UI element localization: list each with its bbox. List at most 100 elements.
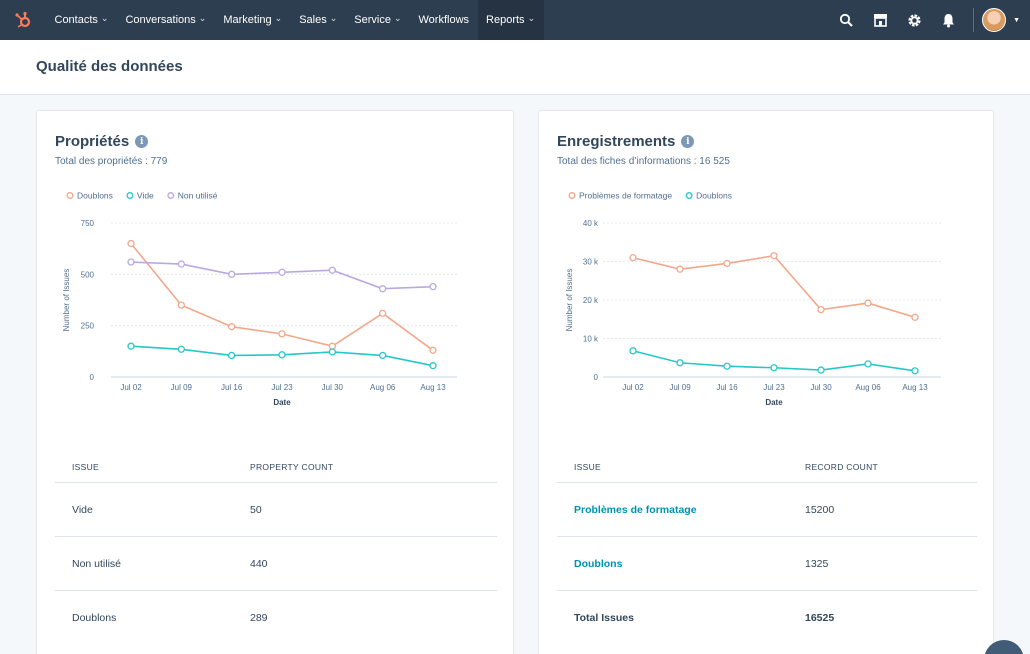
nav-item-service[interactable]: Service ⌄ bbox=[346, 0, 410, 40]
data-point[interactable] bbox=[817, 305, 825, 314]
settings-icon[interactable] bbox=[897, 0, 931, 40]
y-tick-label: 30 k bbox=[583, 258, 599, 267]
data-point[interactable] bbox=[379, 285, 387, 293]
table-row: Vide 50 bbox=[55, 482, 497, 536]
legend-item[interactable]: Non utilisé bbox=[167, 191, 218, 201]
nav-item-contacts[interactable]: Contacts ⌄ bbox=[46, 0, 117, 40]
data-point[interactable] bbox=[177, 260, 185, 268]
data-point[interactable] bbox=[770, 252, 778, 260]
user-avatar[interactable] bbox=[982, 8, 1007, 32]
issue-count: 50 bbox=[250, 503, 262, 516]
issue-link[interactable]: Doublons bbox=[574, 557, 623, 570]
page-title: Qualité des données bbox=[36, 58, 183, 75]
chevron-down-icon: ⌄ bbox=[393, 12, 402, 23]
data-point[interactable] bbox=[911, 367, 919, 375]
nav-item-label: Marketing bbox=[223, 14, 272, 26]
data-point[interactable] bbox=[127, 239, 135, 248]
nav-item-sales[interactable]: Sales ⌄ bbox=[291, 0, 346, 40]
nav-item-label: Service bbox=[354, 14, 391, 26]
data-point[interactable] bbox=[127, 258, 135, 266]
data-point[interactable] bbox=[429, 346, 437, 354]
data-point[interactable] bbox=[629, 254, 637, 262]
info-icon[interactable]: i bbox=[681, 135, 695, 148]
help-chat-button[interactable] bbox=[984, 640, 1024, 654]
nav-item-label: Workflows bbox=[418, 14, 470, 26]
chevron-down-icon[interactable]: ▼ bbox=[1013, 16, 1020, 24]
data-point[interactable] bbox=[328, 348, 336, 356]
properties-table: ISSUE PROPERTY COUNT Vide 50 Non utilisé 440 D… bbox=[55, 451, 497, 644]
card-title: Enregistrements i bbox=[557, 133, 695, 150]
data-point[interactable] bbox=[723, 259, 731, 268]
issue-name: Doublons bbox=[72, 611, 117, 624]
legend-label: Doublons bbox=[696, 191, 732, 201]
data-point[interactable] bbox=[864, 299, 872, 307]
y-tick-label: 250 bbox=[81, 322, 95, 331]
data-point[interactable] bbox=[278, 330, 286, 338]
info-icon[interactable]: i bbox=[135, 135, 149, 148]
page-header: Qualité des données bbox=[0, 40, 1030, 95]
data-point[interactable] bbox=[723, 362, 731, 370]
issue-link[interactable]: Problèmes de formatage bbox=[574, 503, 697, 516]
legend-item[interactable]: Doublons bbox=[66, 191, 113, 201]
column-header[interactable]: ISSUE bbox=[574, 461, 602, 472]
legend-marker bbox=[685, 192, 693, 199]
issue-count: 15200 bbox=[805, 503, 835, 516]
marketplace-icon[interactable] bbox=[863, 0, 897, 40]
data-point[interactable] bbox=[328, 266, 336, 274]
data-point[interactable] bbox=[379, 351, 387, 360]
nav-item-conversations[interactable]: Conversations ⌄ bbox=[117, 0, 215, 40]
chevron-down-icon: ⌄ bbox=[100, 12, 109, 23]
data-point[interactable] bbox=[817, 366, 825, 374]
legend-item[interactable]: Problèmes de formatage bbox=[568, 191, 672, 201]
data-point[interactable] bbox=[177, 301, 185, 309]
data-point[interactable] bbox=[177, 345, 185, 353]
data-point[interactable] bbox=[911, 313, 919, 321]
nav-divider bbox=[973, 8, 975, 32]
table-row: Problèmes de formatage 15200 bbox=[557, 482, 977, 536]
data-point[interactable] bbox=[429, 362, 437, 370]
nav-item-reports[interactable]: Reports ⌄ bbox=[477, 0, 544, 40]
table-row: Non utilisé 440 bbox=[55, 536, 497, 590]
nav-item-marketing[interactable]: Marketing ⌄ bbox=[215, 0, 291, 40]
x-tick-label: Jul 09 bbox=[669, 383, 691, 392]
issue-count: 1325 bbox=[805, 557, 829, 570]
hubspot-logo-icon[interactable] bbox=[0, 0, 46, 40]
data-point[interactable] bbox=[278, 351, 286, 359]
column-header[interactable]: ISSUE bbox=[72, 461, 100, 472]
x-tick-label: Jul 30 bbox=[810, 383, 832, 392]
legend-item[interactable]: Vide bbox=[126, 191, 154, 201]
card-title-text: Propriétés bbox=[55, 133, 130, 150]
legend-item[interactable]: Doublons bbox=[685, 191, 732, 201]
nav-item-workflows[interactable]: Workflows bbox=[410, 0, 478, 40]
column-header[interactable]: PROPERTY COUNT bbox=[250, 461, 334, 472]
data-point[interactable] bbox=[629, 347, 637, 355]
data-point[interactable] bbox=[278, 268, 286, 276]
x-tick-label: Jul 02 bbox=[622, 383, 644, 392]
data-point[interactable] bbox=[228, 351, 236, 360]
data-point[interactable] bbox=[127, 342, 135, 350]
search-icon[interactable] bbox=[829, 0, 863, 40]
properties-line-chart: Doublons Vide Non utilisé 0 250 500 750 Jul 02 J… bbox=[62, 191, 457, 407]
nav-utilities: ▼ bbox=[829, 0, 1030, 40]
x-tick-label: Aug 06 bbox=[855, 383, 881, 392]
data-point[interactable] bbox=[379, 309, 387, 317]
x-tick-label: Aug 13 bbox=[420, 383, 446, 392]
x-tick-label: Jul 16 bbox=[221, 383, 243, 392]
column-header[interactable]: RECORD COUNT bbox=[805, 461, 879, 472]
legend-marker bbox=[167, 192, 175, 199]
data-point[interactable] bbox=[770, 364, 778, 372]
data-point[interactable] bbox=[228, 323, 236, 331]
records-line-chart: Problèmes de formatage Doublons 0 10 k 20 k 3… bbox=[565, 191, 941, 407]
y-tick-label: 10 k bbox=[583, 335, 599, 344]
legend-label: Doublons bbox=[77, 191, 113, 201]
y-axis-title: Number of Issues bbox=[565, 269, 574, 332]
data-point[interactable] bbox=[429, 283, 437, 291]
data-point[interactable] bbox=[676, 265, 684, 273]
x-axis-title: Date bbox=[765, 398, 783, 407]
card-title: Propriétés i bbox=[55, 133, 149, 150]
data-point[interactable] bbox=[864, 360, 872, 368]
data-point[interactable] bbox=[228, 270, 236, 278]
notifications-icon[interactable] bbox=[931, 0, 965, 40]
data-point[interactable] bbox=[676, 359, 684, 367]
x-tick-label: Jul 23 bbox=[271, 383, 293, 392]
